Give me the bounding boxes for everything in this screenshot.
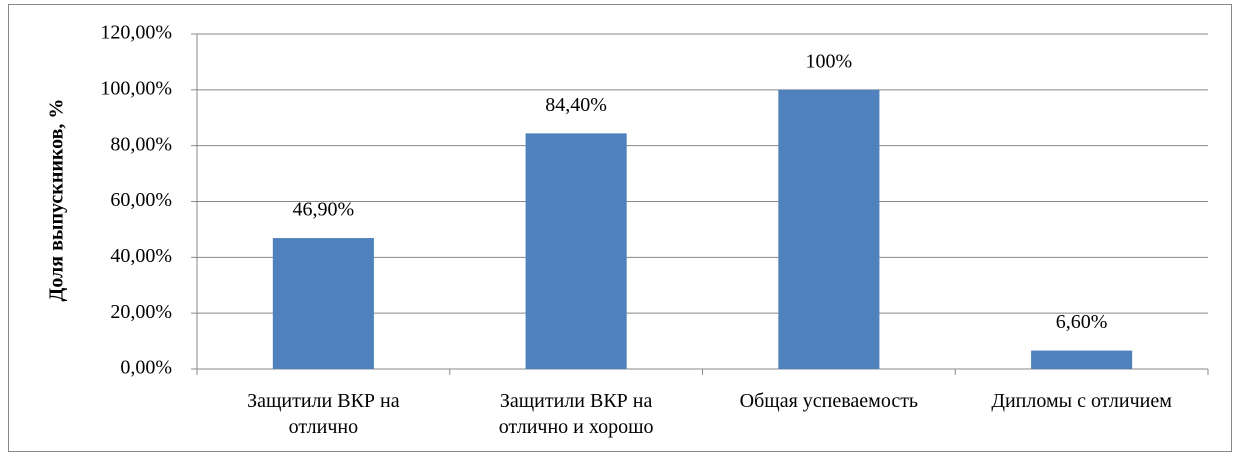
bar xyxy=(1031,350,1133,369)
x-tick-label: Общая успеваемость xyxy=(739,390,919,412)
data-label: 6,60% xyxy=(1056,311,1108,333)
y-tick-label: 40,00% xyxy=(110,245,172,267)
data-label: 100% xyxy=(806,50,853,72)
y-tick-label: 120,00% xyxy=(100,22,172,44)
x-tick-label: Защитили ВКР на отлично xyxy=(247,390,400,438)
y-tick-label: 100,00% xyxy=(100,77,172,99)
chart-border xyxy=(8,4,1232,452)
bar xyxy=(272,238,374,369)
data-label: 46,90% xyxy=(293,199,355,221)
y-axis-title: Доля выпускников, % xyxy=(46,99,68,302)
data-label: 84,40% xyxy=(545,94,607,116)
bar xyxy=(778,89,880,369)
x-tick-label: Защитили ВКР на отлично и хорошо xyxy=(498,390,654,438)
y-tick-label: 20,00% xyxy=(110,301,172,323)
y-tick-label: 80,00% xyxy=(110,133,172,155)
x-tick-label: Дипломы с отличием xyxy=(991,390,1172,412)
bar xyxy=(525,133,627,369)
y-tick-label: 60,00% xyxy=(110,189,172,211)
y-tick-label: 0,00% xyxy=(120,357,172,379)
